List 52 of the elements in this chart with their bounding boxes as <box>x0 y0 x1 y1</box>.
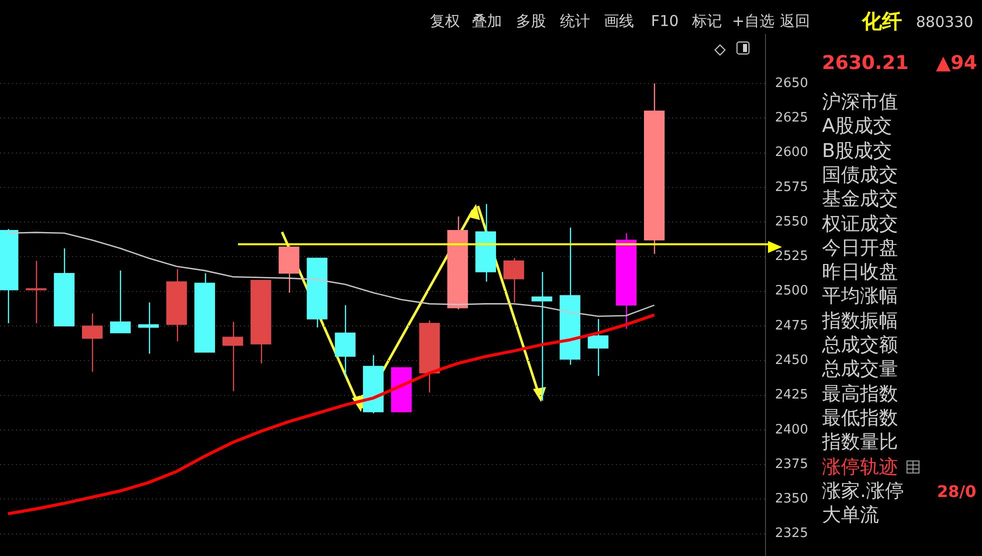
y-tick-label: 2600 <box>775 145 808 160</box>
text: B股成交 <box>822 138 892 164</box>
text: 多股 <box>516 12 546 31</box>
text: A股成交 <box>822 114 892 140</box>
text: 昨日收盘 <box>822 260 898 286</box>
y-tick-label: 2625 <box>775 110 808 126</box>
y-tick-label: 2350 <box>775 492 808 507</box>
text: 返回 <box>780 12 810 31</box>
text: 今日开盘 <box>822 236 898 261</box>
text: 涨停轨迹 <box>822 454 898 480</box>
y-tick-label: 2550 <box>775 214 808 230</box>
text: 最高指数 <box>822 382 898 407</box>
y-tick-label: 2375 <box>775 456 808 472</box>
text: 总成交额 <box>822 333 898 358</box>
text: 大单流 <box>822 503 879 528</box>
text: 权证成交 <box>822 212 898 236</box>
y-tick-label: 2500 <box>775 284 808 299</box>
text: 28/0 <box>937 482 976 501</box>
text: 化纤 <box>862 8 902 35</box>
candlestick <box>82 312 103 372</box>
text: 最低指数 <box>822 406 898 431</box>
y-tick-label: 2400 <box>775 422 808 438</box>
text: 画线 <box>604 12 634 31</box>
text: 涨家.涨停 <box>822 478 904 504</box>
text: 2630.21 <box>822 52 909 74</box>
text: 标记 <box>692 12 722 31</box>
text: 基金成交 <box>822 187 898 212</box>
text: ▲94 <box>936 52 978 74</box>
y-tick-label: 2450 <box>775 353 808 368</box>
candlestick <box>588 318 608 376</box>
candlestick <box>26 260 46 324</box>
text: 平均涨幅 <box>822 284 898 310</box>
candlestick <box>222 321 244 392</box>
text: 国债成交 <box>822 162 898 188</box>
text: F10 <box>651 12 679 30</box>
text: 复权 <box>430 12 460 31</box>
y-tick-label: 2575 <box>775 180 808 195</box>
text: +自选 <box>732 12 775 31</box>
y-tick-label: 2475 <box>775 318 808 334</box>
y-tick-label: 2650 <box>775 76 808 91</box>
text: 总成交量 <box>822 357 898 382</box>
y-tick-label: 2425 <box>775 388 808 403</box>
text: 880330 <box>916 13 974 31</box>
candlestick <box>110 270 131 334</box>
text: 叠加 <box>472 12 502 31</box>
y-tick-label: 2325 <box>775 526 808 542</box>
y-tick-label: 2525 <box>775 249 808 264</box>
text: 统计 <box>560 12 590 31</box>
text: 沪深市值 <box>822 90 898 115</box>
candlestick <box>503 257 524 304</box>
text: 指数量比 <box>822 430 898 456</box>
text: 指数振幅 <box>822 308 898 334</box>
